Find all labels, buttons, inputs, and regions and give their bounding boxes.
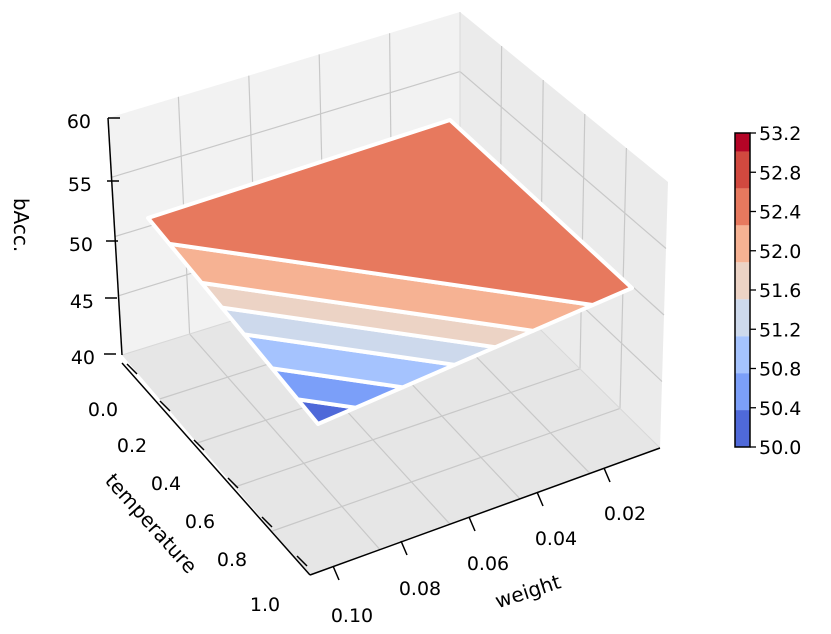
weight-tick-label: 0.06 xyxy=(467,553,509,575)
colorbar xyxy=(734,132,751,448)
temperature-tick-label: 1.0 xyxy=(250,594,280,616)
temperature-tick-label: 0.0 xyxy=(88,399,118,421)
colorbar-tick-label: 52.8 xyxy=(759,162,801,184)
colorbar-segment xyxy=(735,225,750,263)
colorbar-segment xyxy=(735,133,750,152)
temperature-tick-label: 0.6 xyxy=(185,511,215,533)
colorbar-segment xyxy=(735,410,750,447)
z-axis-line xyxy=(107,117,123,356)
surface-band xyxy=(146,118,634,307)
temperature-tick xyxy=(159,400,171,412)
grid-line xyxy=(189,333,381,550)
temperature-tick-label: 0.2 xyxy=(117,435,147,457)
temperature-axis-line xyxy=(121,362,311,576)
colorbar-tick-label: 52.0 xyxy=(759,241,801,263)
temperature-tick xyxy=(126,363,138,375)
z-tick-label: 45 xyxy=(70,291,94,313)
colorbar-ticks: 50.0 50.4 50.8 51.2 51.6 52.0 52.4 52.8 53.2 xyxy=(750,123,801,459)
temperature-tick-label: 0.4 xyxy=(151,473,181,495)
colorbar-tick-label: 52.4 xyxy=(759,202,801,224)
colorbar-segment xyxy=(735,299,750,337)
axes xyxy=(104,117,661,581)
colorbar-tick-label: 50.4 xyxy=(759,398,801,420)
weight-tick xyxy=(468,516,476,532)
weight-axis-line xyxy=(309,447,661,576)
colorbar-segment xyxy=(735,336,750,374)
temperature-tick xyxy=(296,555,308,567)
colorbar-tick-label: 51.6 xyxy=(759,280,801,302)
surface xyxy=(146,118,634,426)
z-axis-label: bAcc. xyxy=(9,198,33,252)
weight-tick xyxy=(332,565,340,581)
colorbar-tick-label: 50.0 xyxy=(759,437,801,459)
weight-tick-label: 0.08 xyxy=(399,578,441,600)
colorbar-segment xyxy=(735,188,750,226)
z-tick-label: 55 xyxy=(68,174,92,196)
colorbar-segment xyxy=(735,373,750,411)
colorbar-segment xyxy=(735,151,750,189)
colorbar-tick-label: 51.2 xyxy=(759,319,801,341)
colorbar-segment xyxy=(735,262,750,300)
weight-tick xyxy=(536,491,544,507)
temperature-tick xyxy=(227,477,239,489)
z-tick-label: 40 xyxy=(71,347,95,369)
weight-tick xyxy=(603,467,611,483)
colorbar-tick-label: 53.2 xyxy=(759,123,801,145)
weight-tick-label: 0.04 xyxy=(535,528,577,550)
z-tick-label: 50 xyxy=(69,234,93,256)
weight-tick-label: 0.10 xyxy=(331,605,373,627)
temperature-tick-label: 0.8 xyxy=(217,549,247,571)
grid-line xyxy=(234,368,581,488)
temperature-tick xyxy=(261,516,273,528)
temperature-tick xyxy=(193,439,205,451)
z-tick-label: 60 xyxy=(67,111,91,133)
weight-tick-label: 0.02 xyxy=(604,503,646,525)
weight-tick xyxy=(400,540,408,556)
weight-axis-label: weight xyxy=(492,569,564,613)
grid-line xyxy=(272,407,621,532)
colorbar-tick-label: 50.8 xyxy=(759,359,801,381)
